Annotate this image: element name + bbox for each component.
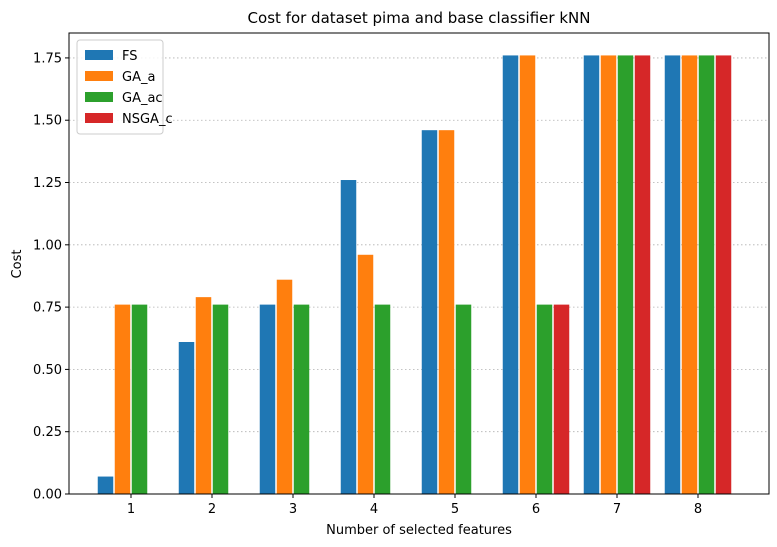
y-tick-label: 0.50 bbox=[33, 363, 62, 378]
y-tick-label: 1.50 bbox=[33, 114, 62, 129]
bar-fs bbox=[259, 304, 276, 494]
legend-swatch bbox=[85, 92, 113, 102]
legend-label: GA_ac bbox=[122, 91, 163, 106]
plot-frame bbox=[68, 32, 770, 495]
x-axis: 1 2 3 4 5 6 7 8 bbox=[127, 494, 702, 517]
bar-ga-a bbox=[114, 304, 131, 494]
bar-fs bbox=[583, 55, 600, 494]
bar-fs bbox=[502, 55, 519, 494]
x-tick-label: 5 bbox=[451, 502, 459, 517]
bar-ga-ac bbox=[455, 304, 472, 494]
x-tick-label: 6 bbox=[532, 502, 540, 517]
legend: FS GA_a GA_ac NSGA_c bbox=[76, 39, 173, 135]
x-axis-label: Number of selected features bbox=[326, 523, 512, 538]
bar-ga-ac bbox=[617, 55, 634, 494]
bar-ga-ac bbox=[536, 304, 553, 494]
y-tick-label: 0.75 bbox=[33, 301, 62, 316]
x-tick-label: 2 bbox=[208, 502, 216, 517]
bar-nsga-c bbox=[715, 55, 732, 494]
bar-ga-a bbox=[519, 55, 536, 494]
y-axis-label: Cost bbox=[10, 250, 25, 279]
x-tick-label: 8 bbox=[694, 502, 702, 517]
bar-fs bbox=[340, 180, 357, 495]
legend-box bbox=[76, 39, 164, 135]
bar-ga-ac bbox=[698, 55, 715, 494]
bar-ga-a bbox=[195, 297, 212, 494]
bar-ga-a bbox=[600, 55, 617, 494]
y-tick-label: 0.25 bbox=[33, 425, 62, 440]
bar-ga-ac bbox=[212, 304, 229, 494]
legend-label: FS bbox=[122, 49, 138, 64]
bar-ga-a bbox=[438, 130, 455, 494]
bars bbox=[97, 55, 732, 495]
bar-ga-ac bbox=[374, 304, 391, 494]
legend-swatch bbox=[85, 50, 113, 60]
bar-fs bbox=[178, 341, 195, 494]
legend-label: NSGA_c bbox=[122, 112, 173, 127]
x-tick-label: 3 bbox=[289, 502, 297, 517]
x-tick-label: 7 bbox=[613, 502, 621, 517]
y-axis: 0.00 0.25 0.50 0.75 1.00 1.25 1.50 1.75 bbox=[33, 51, 69, 503]
bar-ga-a bbox=[681, 55, 698, 494]
y-tick-label: 1.00 bbox=[33, 238, 62, 253]
y-tick-label: 1.25 bbox=[33, 176, 62, 191]
bar-nsga-c bbox=[634, 55, 651, 494]
bar-ga-ac bbox=[131, 304, 148, 494]
x-tick-label: 1 bbox=[127, 502, 135, 517]
bar-ga-a bbox=[357, 254, 374, 494]
bar-ga-a bbox=[276, 279, 293, 494]
grid-lines bbox=[69, 57, 769, 433]
bar-ga-ac bbox=[293, 304, 310, 494]
chart-title: Cost for dataset pima and base classifie… bbox=[248, 9, 591, 27]
bar-fs bbox=[664, 55, 681, 494]
bar-nsga-c bbox=[553, 304, 570, 494]
x-tick-label: 4 bbox=[370, 502, 378, 517]
y-tick-label: 0.00 bbox=[33, 488, 62, 503]
legend-label: GA_a bbox=[122, 70, 155, 85]
bar-fs bbox=[97, 476, 114, 494]
legend-swatch bbox=[85, 71, 113, 81]
legend-swatch bbox=[85, 113, 113, 123]
y-tick-label: 1.75 bbox=[33, 51, 62, 66]
bar-fs bbox=[421, 130, 438, 494]
